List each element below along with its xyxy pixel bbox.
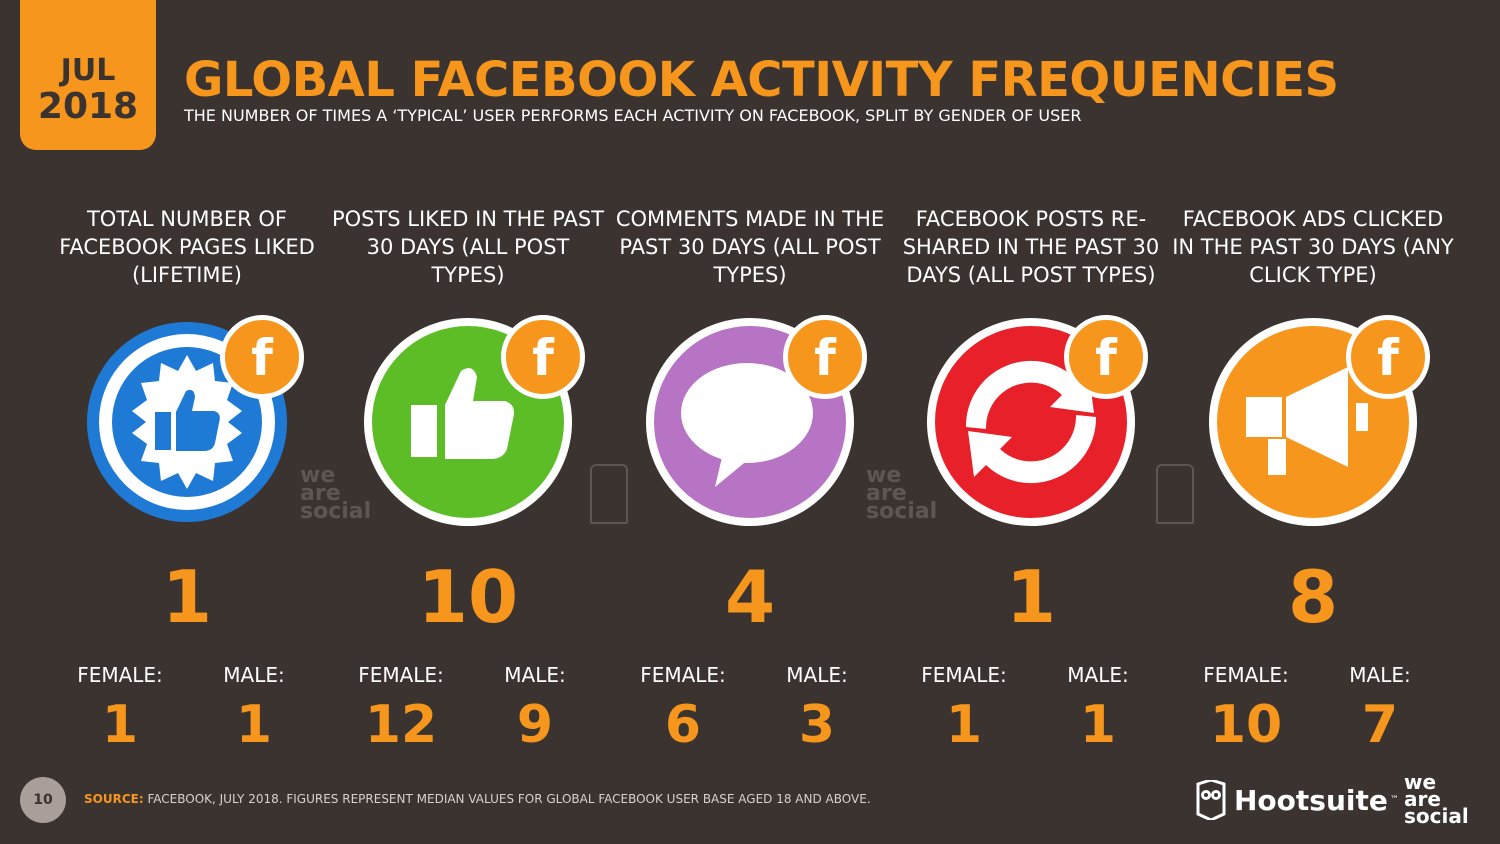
activity-column-comments: COMMENTS MADE IN THE PAST 30 DAYS (ALL P…	[609, 205, 891, 755]
watermark-we-are-social: we are social	[866, 463, 938, 524]
female-label: FEMALE:	[921, 663, 1007, 687]
female-value: 10	[1209, 695, 1283, 755]
gender-split: FEMALE: 1 MALE: 1	[46, 663, 328, 755]
date-badge: JUL 2018	[20, 0, 156, 150]
total-value: 10	[417, 555, 519, 639]
watermark-owl-icon	[1156, 464, 1194, 524]
watermark-owl-icon	[590, 464, 628, 524]
facebook-badge-icon: f	[220, 315, 304, 399]
owl-icon	[1196, 780, 1226, 820]
hootsuite-text: Hootsuite	[1234, 783, 1388, 817]
gender-split: FEMALE: 6 MALE: 3	[609, 663, 891, 755]
page-number: 10	[20, 777, 66, 823]
activity-column-ads-clicked: FACEBOOK ADS CLICKED IN THE PAST 30 DAYS…	[1172, 205, 1454, 755]
male-value: 1	[1079, 695, 1117, 755]
female-value: 12	[364, 695, 438, 755]
gender-split: FEMALE: 12 MALE: 9	[327, 663, 609, 755]
gender-split: FEMALE: 10 MALE: 7	[1172, 663, 1454, 755]
source-label: SOURCE:	[84, 792, 144, 806]
female-label: FEMALE:	[640, 663, 726, 687]
facebook-badge-icon: f	[1064, 315, 1148, 399]
activity-label: TOTAL NUMBER OF FACEBOOK PAGES LIKED (LI…	[59, 207, 315, 287]
female-value: 6	[664, 695, 702, 755]
badge-like-icon: f	[82, 315, 304, 527]
male-label: MALE:	[223, 663, 285, 687]
male-value: 3	[798, 695, 836, 755]
female-value: 1	[101, 695, 139, 755]
reshare-arrows-icon: f	[926, 315, 1148, 527]
activity-column-posts-liked: POSTS LIKED IN THE PAST 30 DAYS (ALL POS…	[327, 205, 609, 755]
male-label: MALE:	[1349, 663, 1411, 687]
male-value: 9	[516, 695, 554, 755]
male-label: MALE:	[504, 663, 566, 687]
male-value: 1	[235, 695, 273, 755]
watermark-we-are-social: we are social	[300, 463, 372, 524]
was-line-1: we	[1404, 770, 1437, 794]
female-label: FEMALE:	[77, 663, 163, 687]
activity-label: FACEBOOK ADS CLICKED IN THE PAST 30 DAYS…	[1172, 207, 1454, 287]
activity-column-pages-liked: TOTAL NUMBER OF FACEBOOK PAGES LIKED (LI…	[46, 205, 328, 755]
page-title: GLOBAL FACEBOOK ACTIVITY FREQUENCIES	[184, 52, 1339, 108]
hootsuite-logo: Hootsuite ™	[1196, 780, 1399, 820]
source-note: SOURCE: FACEBOOK, JULY 2018. FIGURES REP…	[84, 792, 871, 806]
badge-year: 2018	[37, 86, 139, 127]
total-value: 1	[161, 555, 213, 639]
badge-month: JUL	[60, 53, 116, 88]
page-subtitle: THE NUMBER OF TIMES A ‘TYPICAL’ USER PER…	[184, 106, 1082, 125]
activity-column-reshared: FACEBOOK POSTS RE-SHARED IN THE PAST 30 …	[890, 205, 1172, 755]
total-value: 4	[724, 555, 776, 639]
facebook-badge-icon: f	[501, 315, 585, 399]
was-line-2: are	[1404, 787, 1441, 811]
total-value: 8	[1287, 555, 1339, 639]
we-are-social-logo: we are social	[1404, 770, 1469, 828]
gender-split: FEMALE: 1 MALE: 1	[890, 663, 1172, 755]
activity-label: FACEBOOK POSTS RE-SHARED IN THE PAST 30 …	[902, 207, 1160, 287]
female-label: FEMALE:	[1203, 663, 1289, 687]
facebook-badge-icon: f	[783, 315, 867, 399]
total-value: 1	[1005, 555, 1057, 639]
male-label: MALE:	[1067, 663, 1129, 687]
trademark: ™	[1389, 795, 1399, 805]
female-value: 1	[945, 695, 983, 755]
activity-label: COMMENTS MADE IN THE PAST 30 DAYS (ALL P…	[615, 207, 885, 287]
speech-bubble-icon: f	[645, 315, 867, 527]
activity-label: POSTS LIKED IN THE PAST 30 DAYS (ALL POS…	[331, 207, 605, 287]
megaphone-icon: f	[1208, 315, 1430, 527]
was-line-3: social	[1404, 804, 1469, 828]
male-value: 7	[1361, 695, 1399, 755]
thumbs-up-icon: f	[363, 315, 585, 527]
male-label: MALE:	[786, 663, 848, 687]
source-text: FACEBOOK, JULY 2018. FIGURES REPRESENT M…	[147, 792, 871, 806]
facebook-badge-icon: f	[1346, 315, 1430, 399]
female-label: FEMALE:	[358, 663, 444, 687]
